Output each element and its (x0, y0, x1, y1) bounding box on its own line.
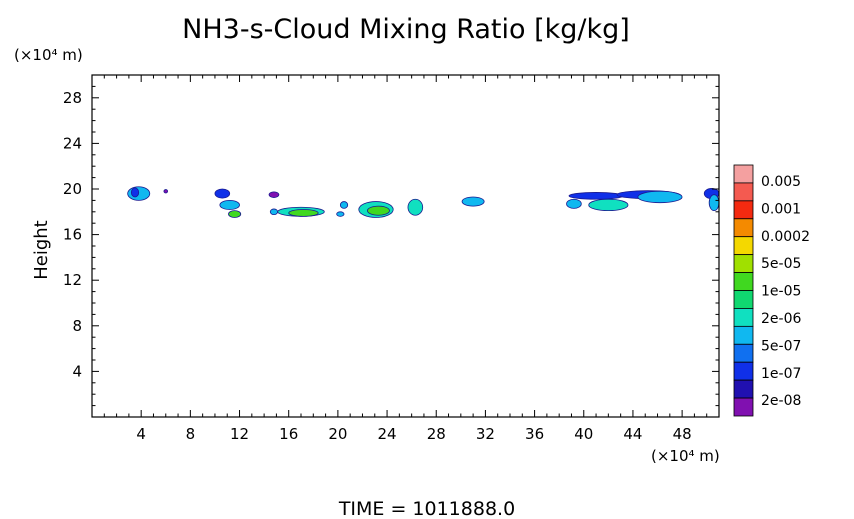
colorbar-label: 5e-05 (761, 256, 801, 272)
y-unit-label: (×10⁴ m) (14, 46, 83, 64)
colorbar-swatch (733, 218, 754, 238)
cloud-region (268, 191, 280, 198)
cloud-region (339, 201, 349, 209)
colorbar-swatch (733, 200, 754, 220)
colorbar-swatch (733, 361, 754, 381)
x-tick-label: 32 (476, 425, 495, 443)
y-tick-label: 28 (63, 89, 82, 107)
cloud-region (637, 190, 683, 204)
x-tick-label: 16 (279, 425, 298, 443)
cloud-region (566, 198, 582, 209)
y-tick-label: 4 (72, 362, 82, 380)
x-unit-label: (×10⁴ m) (651, 447, 720, 465)
colorbar-swatch (733, 272, 754, 291)
cloud-region (708, 194, 720, 212)
x-tick-label: 44 (623, 425, 642, 443)
cloud-region (214, 188, 231, 199)
x-tick-label: 48 (673, 425, 692, 443)
colorbar-swatch (733, 308, 754, 327)
cloud-region (588, 198, 629, 212)
chart-title: NH3-s-Cloud Mixing Ratio [kg/kg] (182, 14, 630, 45)
cloud-region (228, 210, 242, 218)
colorbar-swatch (733, 397, 754, 417)
x-tick-label: 40 (574, 425, 593, 443)
cloud-region (130, 187, 140, 198)
plot-frame (91, 74, 720, 418)
cloud-region (269, 208, 279, 216)
x-tick-label: 8 (186, 425, 196, 443)
colorbar-label: 0.001 (761, 201, 801, 217)
colorbar-label: 0.005 (761, 174, 801, 190)
x-tick-label: 12 (230, 425, 249, 443)
time-label: TIME = 1011888.0 (338, 498, 515, 519)
cloud-region (461, 196, 485, 207)
colorbar-swatch (733, 325, 754, 345)
colorbar-swatch (733, 182, 754, 202)
cloud-regions (127, 186, 720, 218)
colorbar-label: 1e-05 (761, 284, 801, 300)
y-tick-label: 8 (72, 317, 82, 335)
x-tick-label: 36 (525, 425, 544, 443)
cloud-region (568, 192, 624, 200)
colorbar-swatch (733, 343, 754, 363)
colorbar-label: 5e-07 (761, 338, 801, 354)
cloud-region (366, 205, 390, 216)
x-tick-label: 4 (136, 425, 146, 443)
colorbar-swatch (733, 290, 754, 309)
x-tick-label: 20 (328, 425, 347, 443)
colorbar-label: 2e-08 (761, 393, 801, 409)
colorbar-swatch (733, 254, 754, 273)
x-tick-label: 28 (427, 425, 446, 443)
colorbar-swatch (733, 164, 754, 184)
colorbar: 0.005 0.001 0.0002 5e-05 1e-05 2e-06 5e-07 1e-0… (733, 164, 810, 417)
colorbar-label: 1e-07 (761, 366, 801, 382)
cloud-region (219, 200, 240, 210)
colorbar-swatch (733, 236, 754, 256)
colorbar-label: 0.0002 (761, 229, 810, 245)
cloud-region (288, 209, 319, 217)
colorbar-swatch (733, 379, 754, 399)
y-tick-label: 24 (63, 134, 82, 152)
cloud-region (336, 211, 345, 217)
y-tick-label: 12 (63, 271, 82, 289)
cloud-region (163, 189, 169, 194)
y-tick-label: 16 (63, 226, 82, 244)
y-tick-label: 20 (63, 180, 82, 198)
colorbar-label: 2e-06 (761, 311, 801, 327)
y-axis-label: Height (31, 220, 52, 280)
x-tick-label: 24 (378, 425, 397, 443)
cloud-region (407, 198, 424, 216)
